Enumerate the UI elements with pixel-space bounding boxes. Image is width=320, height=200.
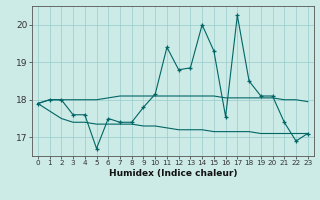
X-axis label: Humidex (Indice chaleur): Humidex (Indice chaleur) [108, 169, 237, 178]
